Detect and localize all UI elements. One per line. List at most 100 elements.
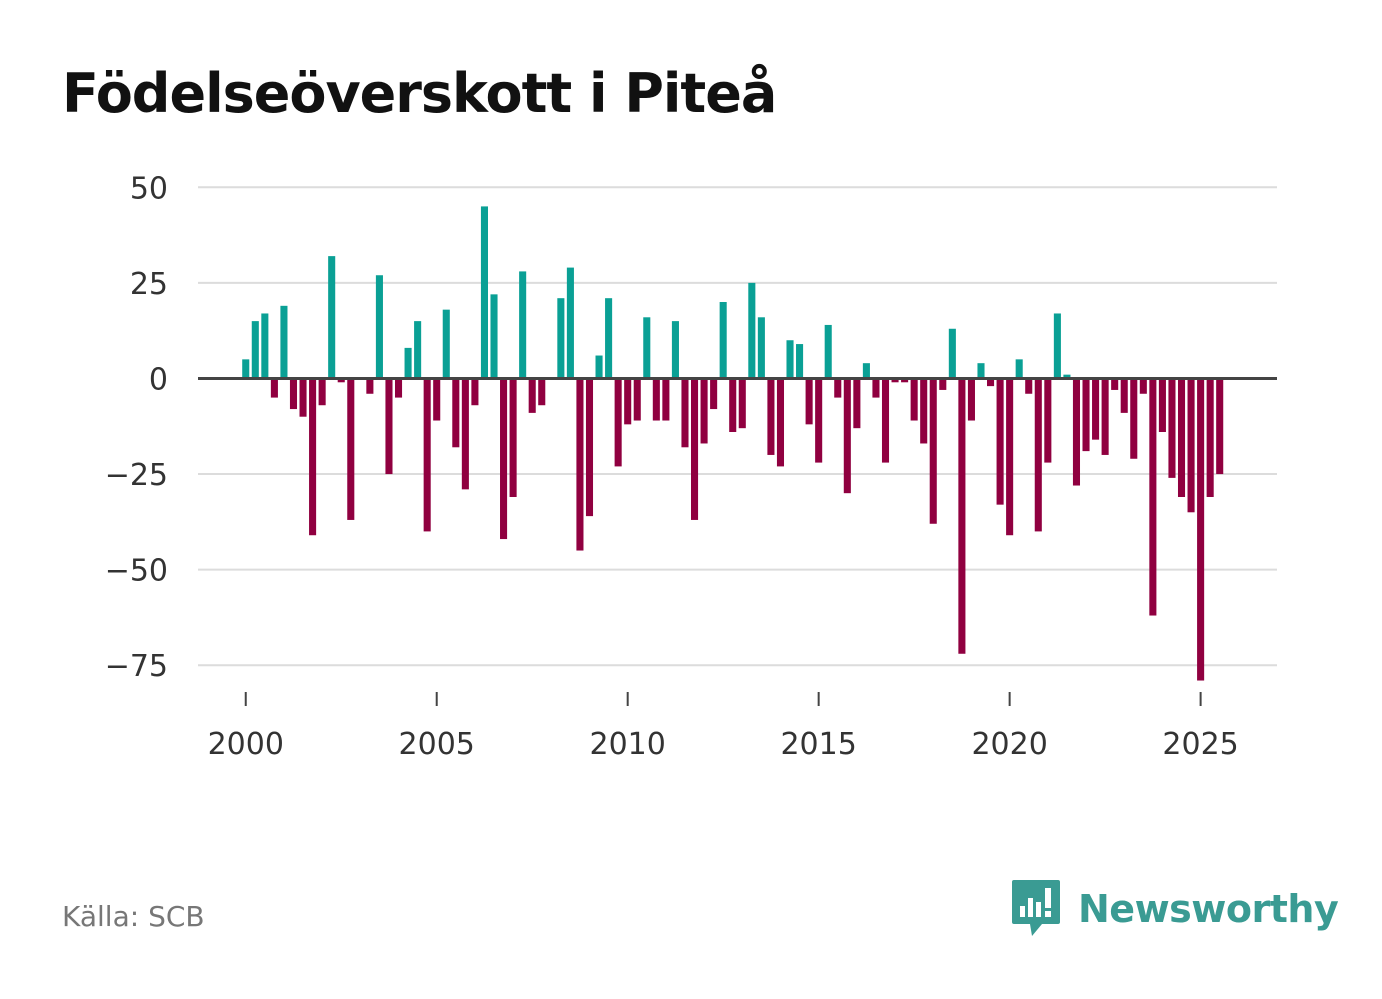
bar xyxy=(528,378,536,413)
bar xyxy=(958,378,966,654)
bar xyxy=(394,378,403,398)
bar xyxy=(757,317,765,379)
bar xyxy=(977,363,985,379)
bar xyxy=(671,321,679,379)
bar xyxy=(261,313,269,379)
x-tick-label: 2025 xyxy=(1162,727,1238,762)
bar xyxy=(251,321,259,379)
bar xyxy=(442,309,450,379)
bar xyxy=(910,378,918,421)
bar xyxy=(1101,378,1109,455)
bar xyxy=(805,378,813,425)
bar xyxy=(1044,378,1052,463)
source-label: Källa: SCB xyxy=(62,900,205,933)
bar xyxy=(557,298,565,379)
bar xyxy=(461,378,469,490)
bar xyxy=(967,378,975,421)
bar xyxy=(872,378,880,398)
bar xyxy=(242,359,250,379)
bar xyxy=(652,378,660,421)
newsworthy-logo-icon xyxy=(1012,880,1060,936)
bar xyxy=(509,378,517,497)
bar xyxy=(987,378,995,387)
brand-logo: Newsworthy xyxy=(1010,878,1339,940)
bar xyxy=(662,378,670,421)
y-tick-label: −50 xyxy=(105,554,168,589)
bar xyxy=(1206,378,1214,497)
bar xyxy=(1120,378,1128,413)
bar xyxy=(375,275,383,379)
bar xyxy=(347,378,355,520)
y-tick-label: 0 xyxy=(149,362,168,397)
bar xyxy=(318,378,326,406)
bar xyxy=(404,347,412,379)
bar xyxy=(1034,378,1042,532)
bar xyxy=(1177,378,1186,497)
bar xyxy=(920,378,928,444)
x-tick-label: 2020 xyxy=(971,727,1047,762)
bar xyxy=(1149,378,1157,616)
bar xyxy=(1187,378,1195,513)
bar xyxy=(834,378,842,398)
grid-lines xyxy=(198,186,1277,667)
bar xyxy=(1111,378,1119,390)
bar xyxy=(1025,378,1033,394)
bar xyxy=(891,378,899,383)
x-tick-label: 2005 xyxy=(399,727,475,762)
bar xyxy=(786,340,794,379)
bar xyxy=(691,378,699,520)
bar xyxy=(1197,378,1205,681)
bar xyxy=(1130,378,1138,459)
bar xyxy=(433,378,441,421)
bar xyxy=(289,378,298,410)
bar xyxy=(1072,378,1081,486)
bar xyxy=(824,324,832,379)
bar xyxy=(643,317,651,379)
bar xyxy=(815,378,823,463)
bar xyxy=(633,378,641,421)
bar xyxy=(576,378,584,551)
bar xyxy=(710,378,718,410)
bar xyxy=(1053,313,1061,379)
bar xyxy=(1139,378,1147,394)
bar xyxy=(681,378,689,448)
bar xyxy=(452,378,460,448)
bar xyxy=(853,378,861,429)
bar xyxy=(414,321,422,379)
bar xyxy=(738,378,746,429)
y-tick-label: −75 xyxy=(105,649,168,684)
axes: 50 25 0 −25 −50 −75 2000 2005 2010 2015 2020 2025 xyxy=(105,171,1277,762)
y-tick-label: 50 xyxy=(130,171,168,206)
bar xyxy=(948,328,956,379)
x-tick-label: 2000 xyxy=(208,727,284,762)
bar xyxy=(538,378,546,406)
bar xyxy=(366,378,374,394)
chart-title: Födelseöverskott i Piteå xyxy=(62,62,777,125)
y-tick-label: −25 xyxy=(105,458,168,493)
bar xyxy=(1063,374,1071,379)
bar xyxy=(881,378,890,463)
y-tick-label: 25 xyxy=(130,267,168,302)
bar xyxy=(700,378,708,444)
bars xyxy=(242,206,1224,681)
bar xyxy=(270,378,278,398)
bar xyxy=(299,378,307,417)
bar xyxy=(605,298,613,379)
bar xyxy=(776,378,785,467)
bar xyxy=(519,271,527,379)
bar xyxy=(796,344,804,379)
x-tick-label: 2010 xyxy=(590,727,666,762)
bar xyxy=(500,378,508,540)
bar xyxy=(490,294,498,379)
bar xyxy=(471,378,479,406)
bar xyxy=(595,355,603,379)
bar xyxy=(585,378,594,517)
bar xyxy=(337,378,345,383)
bar xyxy=(862,363,870,379)
bar xyxy=(843,378,851,494)
bar xyxy=(614,378,622,467)
bar xyxy=(280,305,288,379)
bar xyxy=(767,378,775,455)
bar xyxy=(719,302,727,379)
